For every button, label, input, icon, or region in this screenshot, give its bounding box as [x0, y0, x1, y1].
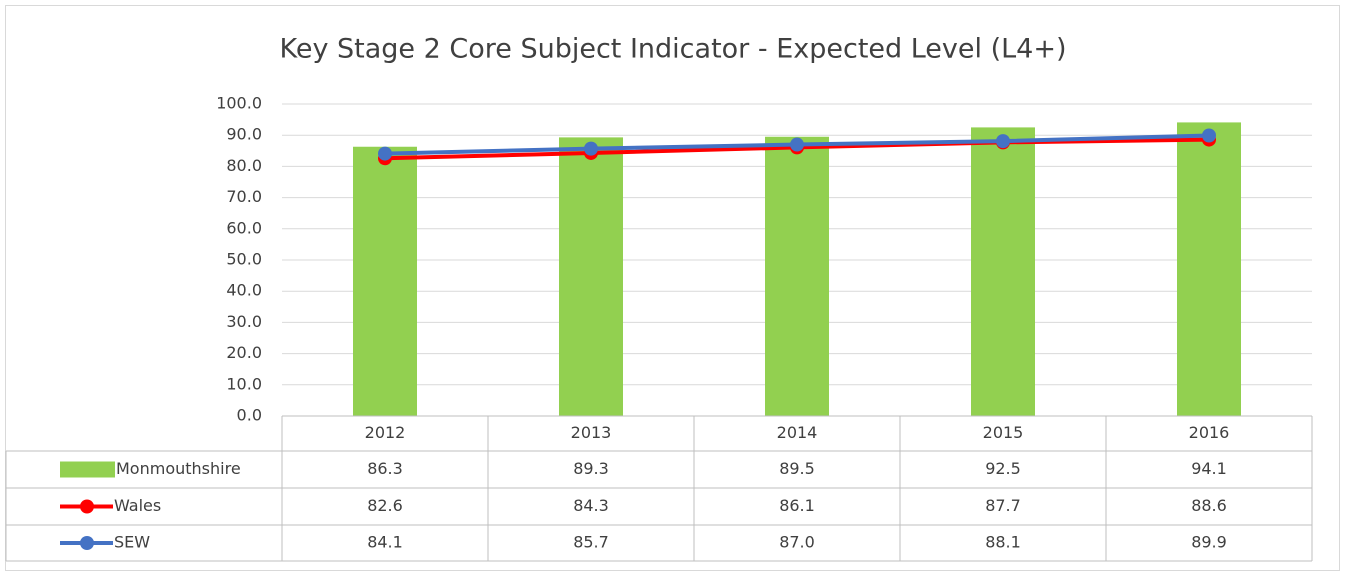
chart-border — [5, 5, 1340, 571]
table-value: 94.1 — [1191, 459, 1227, 478]
legend-key — [80, 499, 94, 514]
marker — [378, 146, 392, 161]
table-value: 88.1 — [985, 533, 1021, 552]
marker — [584, 141, 598, 156]
table-value: 88.6 — [1191, 496, 1227, 515]
table-value: 87.7 — [985, 496, 1021, 515]
y-tick-label: 60.0 — [226, 218, 262, 237]
table-value: 84.1 — [367, 533, 403, 552]
table-value: 89.5 — [779, 459, 815, 478]
bar — [971, 127, 1035, 417]
marker — [1202, 128, 1216, 143]
y-tick-label: 100.0 — [216, 94, 262, 113]
legend-key — [60, 461, 115, 478]
chart-title: Key Stage 2 Core Subject Indicator - Exp… — [279, 34, 1066, 65]
table-value: 89.9 — [1191, 533, 1227, 552]
table-value: 86.3 — [367, 459, 403, 478]
table-value: 87.0 — [779, 533, 815, 552]
x-tick-label: 2016 — [1189, 423, 1230, 442]
y-tick-label: 0.0 — [237, 406, 262, 425]
y-tick-label: 20.0 — [226, 343, 262, 362]
marker — [996, 134, 1010, 149]
y-tick-label: 10.0 — [226, 374, 262, 393]
legend-label: SEW — [114, 533, 150, 552]
table-value: 89.3 — [573, 459, 609, 478]
y-tick-label: 80.0 — [226, 156, 262, 175]
y-tick-label: 30.0 — [226, 312, 262, 331]
y-tick-label: 50.0 — [226, 250, 262, 269]
legend-label: Monmouthshire — [116, 459, 241, 478]
x-tick-label: 2013 — [571, 423, 612, 442]
legend-label: Wales — [114, 496, 161, 515]
marker — [790, 137, 804, 152]
table-value: 84.3 — [573, 496, 609, 515]
table-value: 86.1 — [779, 496, 815, 515]
y-tick-label: 40.0 — [226, 281, 262, 300]
x-tick-label: 2014 — [777, 423, 818, 442]
y-tick-label: 90.0 — [226, 125, 262, 144]
legend-key — [80, 536, 94, 550]
table-value: 82.6 — [367, 496, 403, 515]
x-tick-label: 2012 — [365, 423, 406, 442]
y-tick-label: 70.0 — [226, 187, 262, 206]
bar — [1177, 122, 1241, 417]
bar — [353, 146, 417, 416]
x-tick-label: 2015 — [983, 423, 1024, 442]
bar — [765, 136, 829, 416]
table-value: 92.5 — [985, 459, 1021, 478]
bar — [559, 137, 623, 416]
table-value: 85.7 — [573, 533, 609, 552]
